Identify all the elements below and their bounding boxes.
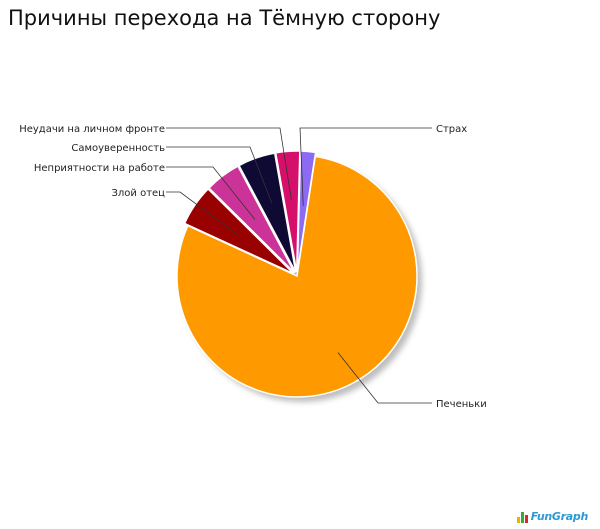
fungraph-bars-icon [516, 511, 528, 523]
pie-slice-pechenki [176, 155, 418, 398]
leader-line-strah [299, 127, 432, 206]
slice-label-zloy-otec: Злой отец [111, 188, 165, 199]
leader-line-zloy-otec [166, 191, 240, 237]
leader-line-neudachi-na-lichnom-fronte [166, 127, 292, 200]
slice-label-strah: Страх [436, 124, 467, 135]
watermark-text: FunGraph [530, 510, 589, 523]
slice-label-pechenki: Печеньки [436, 399, 487, 410]
leader-line-samouverennost [166, 146, 273, 204]
slice-label-samouverennost: Самоуверенность [71, 143, 165, 154]
leader-line-nepriyatnosti-na-rabote [166, 166, 256, 220]
pie-slice-neudachi-na-lichnom-fronte [274, 150, 301, 273]
chart-title: Причины перехода на Тёмную сторону [8, 6, 441, 30]
fungraph-logo: FunGraph [516, 510, 589, 523]
pie-slice-zloy-otec [183, 187, 295, 275]
pie-slice-nepriyatnosti-na-rabote [207, 165, 296, 274]
slice-label-nepriyatnosti-na-rabote: Неприятности на работе [34, 163, 165, 174]
pie-slice-samouverennost [238, 152, 297, 273]
leader-line-pechenki [337, 352, 432, 404]
slice-label-neudachi-na-lichnom-fronte: Неудачи на личном фронте [19, 124, 165, 135]
